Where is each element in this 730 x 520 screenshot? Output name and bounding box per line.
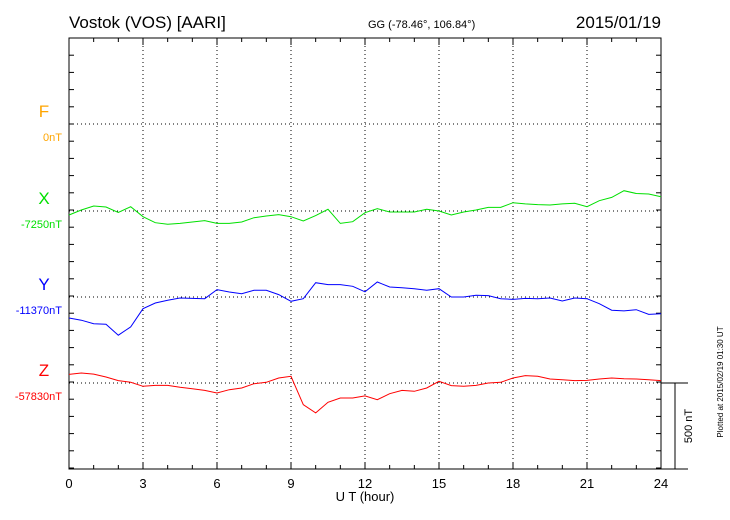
scale-label: 500 nT [683, 409, 695, 444]
station-coords: GG (-78.46°, 106.84°) [368, 19, 475, 31]
channel-baseline-z: -57830nT [15, 391, 62, 403]
x-tick-label: 21 [580, 476, 594, 491]
x-tick-label: 18 [506, 476, 520, 491]
trace-x [68, 190, 662, 225]
channel-name-f: F [39, 102, 49, 121]
grid [69, 38, 661, 469]
channel-name-x: X [38, 189, 49, 208]
channel-labels: F 0nT X -7250nT Y -11370nT Z -57830nT [15, 102, 62, 403]
channel-name-y: Y [38, 275, 49, 294]
x-tick-label: 6 [213, 476, 220, 491]
x-tick-label: 3 [139, 476, 146, 491]
scale-bar: 500 nT [661, 382, 695, 470]
axes: 0 3 6 9 12 15 18 21 24 [65, 37, 668, 491]
traces [68, 190, 662, 414]
channel-baseline-f: 0nT [43, 132, 62, 144]
x-tick-label: 9 [287, 476, 294, 491]
station-title: Vostok (VOS) [AARI] [69, 13, 226, 32]
trace-y [68, 281, 662, 336]
date-label: 2015/01/19 [576, 13, 661, 32]
channel-baseline-x: -7250nT [21, 219, 62, 231]
channel-name-z: Z [39, 361, 49, 380]
x-tick-label: 0 [65, 476, 72, 491]
channel-baseline-y: -11370nT [16, 305, 63, 317]
x-tick-label: 15 [432, 476, 446, 491]
x-axis-label: U T (hour) [336, 489, 395, 504]
plotted-timestamp: Plotted at 2015/02/19 01:30 UT [716, 326, 725, 437]
x-tick-label: 24 [654, 476, 668, 491]
trace-z [68, 372, 662, 414]
x-tick-label: 12 [358, 476, 372, 491]
